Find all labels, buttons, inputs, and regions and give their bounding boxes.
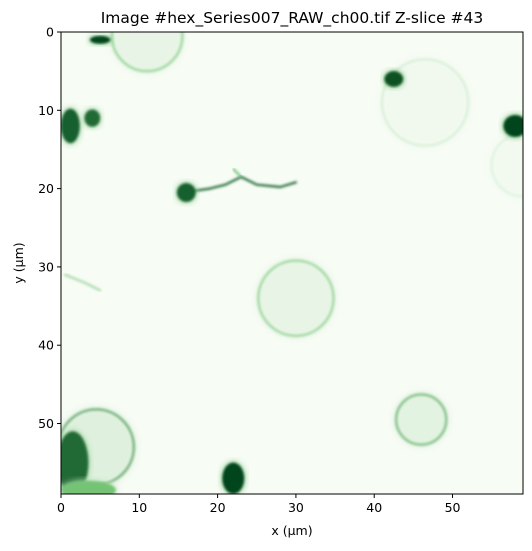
cell-glow	[108, 32, 186, 75]
y-tick-label: 30	[38, 259, 54, 274]
x-tick-label: 0	[57, 500, 65, 515]
y-tick-label: 0	[46, 25, 54, 40]
plot-area	[61, 32, 523, 494]
fluorescent-aggregate	[176, 183, 196, 202]
plot-frame	[60, 31, 524, 495]
filament	[232, 167, 243, 178]
fluorescent-aggregate	[89, 35, 111, 44]
x-tick-label: 50	[445, 500, 461, 515]
cell-membrane-ring	[257, 259, 335, 337]
x-axis-label: x (μm)	[271, 523, 312, 538]
chart-title: Image #hex_Series007_RAW_ch00.tif Z-slic…	[101, 9, 484, 28]
image-features	[61, 32, 523, 494]
fluorescent-aggregate	[61, 480, 116, 494]
x-tick-label: 10	[131, 500, 147, 515]
cell-membrane-ring	[490, 132, 523, 198]
fluorescent-aggregate	[61, 431, 89, 494]
cell-membrane-ring	[381, 58, 470, 147]
cell-glow	[393, 391, 450, 448]
y-tick-label: 10	[38, 103, 54, 118]
y-tick-label: 20	[38, 181, 54, 196]
fluorescent-aggregate	[384, 71, 404, 87]
y-tick-label: 40	[38, 338, 54, 353]
y-axis-label: y (μm)	[11, 242, 26, 283]
fluorescent-aggregate	[503, 115, 523, 137]
x-tick-label: 20	[210, 500, 226, 515]
cell-membrane-ring	[110, 32, 184, 73]
fluorescent-aggregate	[84, 109, 101, 127]
x-axis-ticks: 0 10 20 30 40 50	[57, 494, 461, 515]
fluorescent-aggregate	[222, 462, 245, 494]
filament	[63, 273, 102, 292]
cell-membrane-ring	[395, 393, 448, 446]
fluorescent-aggregate	[61, 108, 80, 144]
y-axis-ticks: 0 10 20 30 40 50	[38, 25, 61, 431]
x-tick-label: 40	[366, 500, 382, 515]
y-tick-label: 50	[38, 416, 54, 431]
x-tick-label: 30	[288, 500, 304, 515]
cell-glow	[255, 257, 337, 339]
